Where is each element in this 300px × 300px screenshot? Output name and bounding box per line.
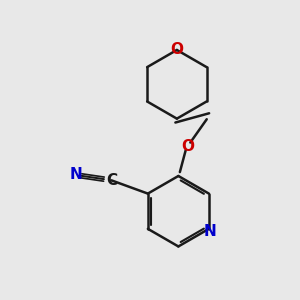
Text: O: O	[181, 139, 194, 154]
Text: N: N	[70, 167, 83, 182]
Text: C: C	[106, 173, 117, 188]
Text: O: O	[170, 43, 183, 58]
Text: N: N	[204, 224, 217, 239]
